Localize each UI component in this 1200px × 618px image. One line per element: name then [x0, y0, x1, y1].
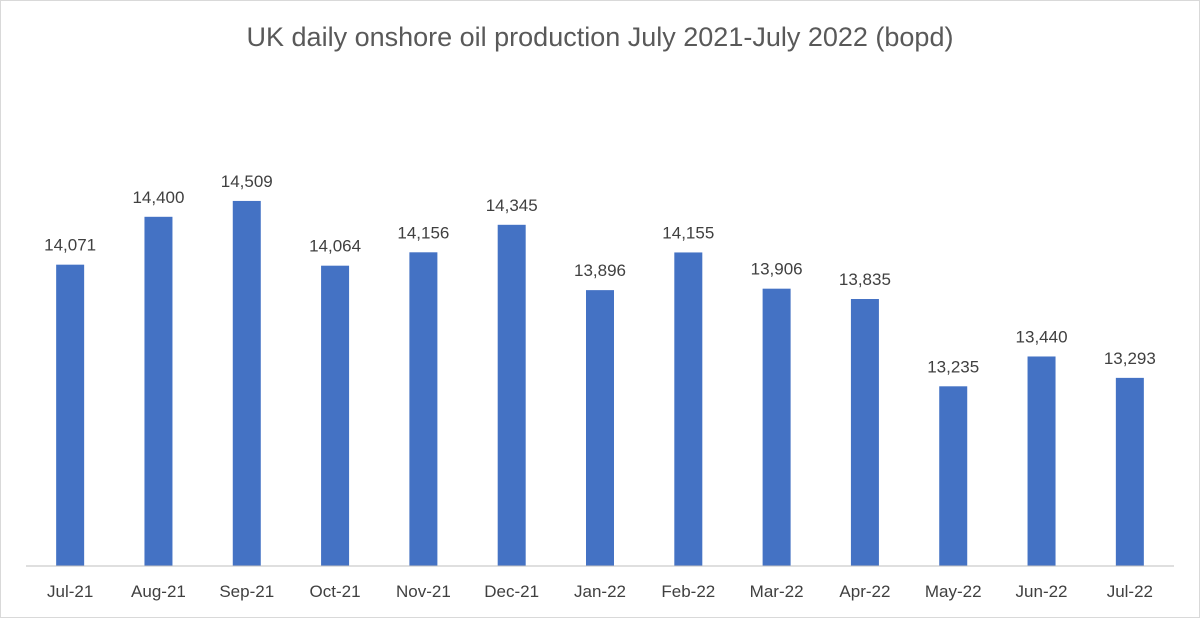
data-label-jul-21: 14,071: [44, 236, 96, 255]
data-label-may-22: 13,235: [927, 357, 979, 376]
x-tick-label-feb-22: Feb-22: [661, 582, 715, 601]
data-label-aug-21: 14,400: [132, 188, 184, 207]
x-tick-label-jul-22: Jul-22: [1107, 582, 1153, 601]
data-label-feb-22: 14,155: [662, 223, 714, 242]
data-label-jun-22: 13,440: [1016, 327, 1068, 346]
data-label-mar-22: 13,906: [751, 260, 803, 279]
bar-may-22: [939, 386, 968, 566]
data-label-nov-21: 14,156: [397, 223, 449, 242]
x-tick-label-may-22: May-22: [925, 582, 982, 601]
x-tick-label-jun-22: Jun-22: [1016, 582, 1068, 601]
x-tick-labels-group: Jul-21 Aug-21 Sep-21 Oct-21 Nov-21 Dec-21 Jan-…: [47, 582, 1153, 601]
data-label-jan-22: 13,896: [574, 261, 626, 280]
data-label-apr-22: 13,835: [839, 270, 891, 289]
bar-dec-21: [497, 224, 526, 567]
data-labels-group: 14,071 14,400 14,509 14,064 14,156 14,345 13,8…: [44, 172, 1156, 376]
x-tick-label-sep-21: Sep-21: [219, 582, 274, 601]
bar-feb-22: [674, 252, 703, 566]
data-label-jul-22: 13,293: [1104, 349, 1156, 368]
x-tick-label-nov-21: Nov-21: [396, 582, 451, 601]
bar-aug-21: [144, 216, 173, 567]
x-tick-label-dec-21: Dec-21: [484, 582, 539, 601]
x-tick-label-jan-22: Jan-22: [574, 582, 626, 601]
bar-jan-22: [586, 290, 614, 566]
x-tick-label-apr-22: Apr-22: [839, 582, 890, 601]
bar-oct-21: [321, 265, 350, 566]
bars-group: [56, 200, 1144, 567]
data-label-oct-21: 14,064: [309, 237, 361, 256]
bar-jul-22: [1115, 377, 1144, 566]
bar-jun-22: [1027, 356, 1056, 566]
bar-apr-22: [850, 299, 879, 566]
chart-title: UK daily onshore oil production July 202…: [246, 22, 954, 52]
x-tick-label-jul-21: Jul-21: [47, 582, 93, 601]
x-tick-label-mar-22: Mar-22: [750, 582, 804, 601]
data-label-dec-21: 14,345: [486, 196, 538, 215]
bar-sep-21: [232, 200, 261, 567]
bar-nov-21: [409, 252, 438, 566]
data-label-sep-21: 14,509: [221, 172, 273, 191]
bar-jul-21: [56, 264, 85, 566]
x-tick-label-oct-21: Oct-21: [310, 582, 361, 601]
bar-mar-22: [762, 288, 791, 566]
x-tick-label-aug-21: Aug-21: [131, 582, 186, 601]
